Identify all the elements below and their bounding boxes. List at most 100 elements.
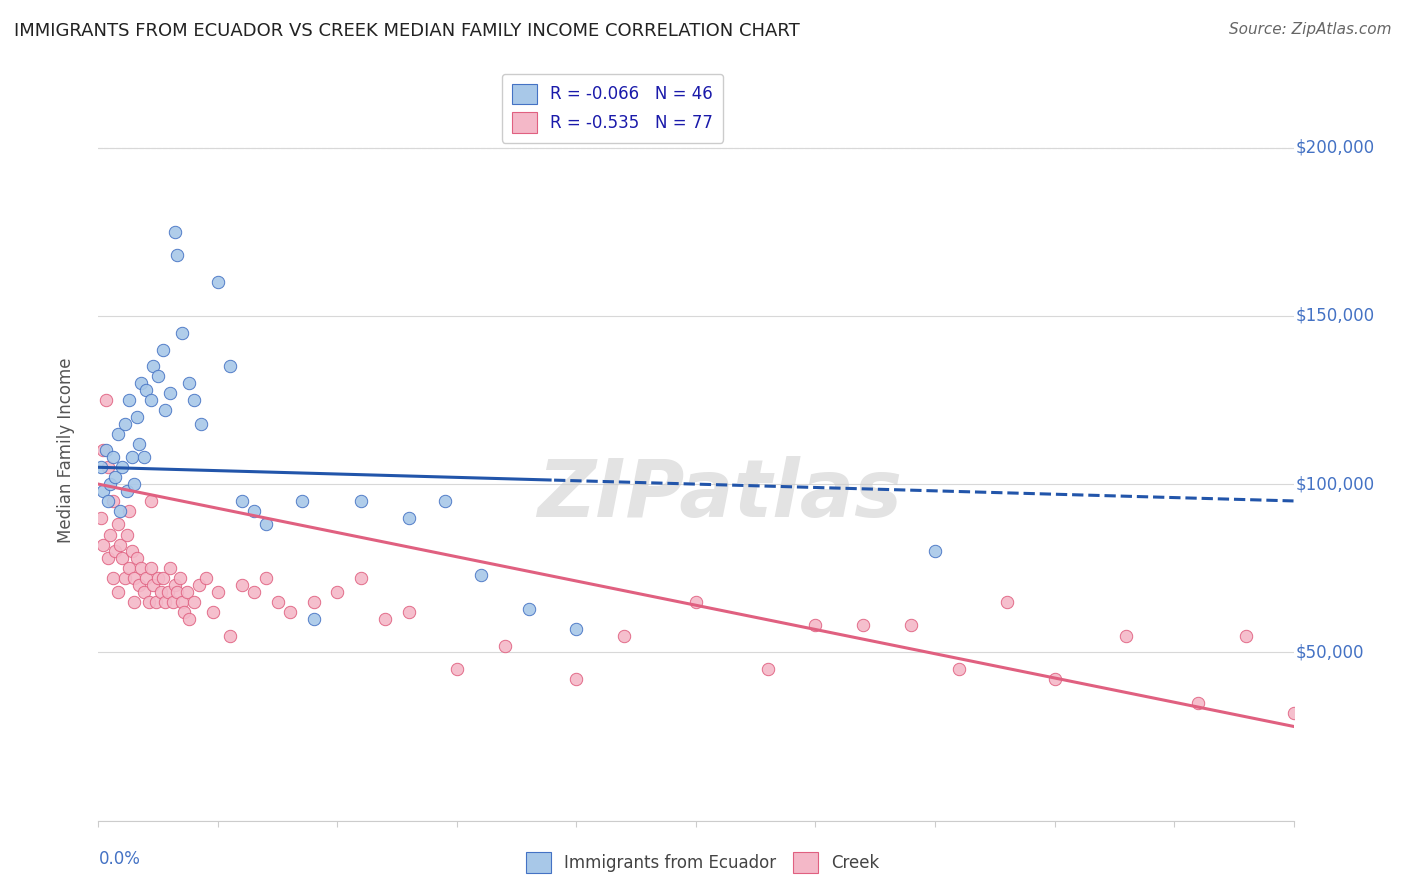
Point xyxy=(187,578,209,592)
Point xyxy=(159,386,181,401)
Point xyxy=(243,584,266,599)
Point xyxy=(139,561,162,575)
Point xyxy=(565,673,588,687)
Point xyxy=(155,595,177,609)
Point xyxy=(152,571,174,585)
Point xyxy=(231,578,253,592)
Point xyxy=(114,571,136,585)
Text: Source: ZipAtlas.com: Source: ZipAtlas.com xyxy=(1229,22,1392,37)
Point xyxy=(135,571,157,585)
Point xyxy=(121,544,143,558)
Point xyxy=(132,450,155,465)
Point xyxy=(156,584,179,599)
Point xyxy=(138,595,160,609)
Point xyxy=(190,417,212,431)
Point xyxy=(91,538,114,552)
Point xyxy=(434,494,457,508)
Point xyxy=(101,494,124,508)
Point xyxy=(756,662,779,676)
Point xyxy=(374,612,396,626)
Point xyxy=(124,595,146,609)
Point xyxy=(114,417,136,431)
Point xyxy=(350,494,373,508)
Point xyxy=(398,510,420,524)
Point xyxy=(139,494,162,508)
Point xyxy=(1115,628,1137,642)
Point xyxy=(398,605,420,619)
Point xyxy=(1282,706,1305,720)
Point xyxy=(219,359,242,374)
Point xyxy=(924,544,946,558)
Point xyxy=(132,584,155,599)
Point xyxy=(135,383,157,397)
Point xyxy=(91,443,114,458)
Point xyxy=(685,595,707,609)
Point xyxy=(202,605,225,619)
Point xyxy=(162,595,184,609)
Point xyxy=(219,628,242,642)
Point xyxy=(159,561,181,575)
Point xyxy=(90,510,112,524)
Point xyxy=(131,376,153,391)
Point xyxy=(111,460,134,475)
Point xyxy=(97,551,120,566)
Point xyxy=(172,595,194,609)
Point xyxy=(131,561,153,575)
Point xyxy=(115,483,138,498)
Point xyxy=(104,470,127,484)
Point xyxy=(148,369,170,384)
Point xyxy=(302,612,325,626)
Point xyxy=(118,561,141,575)
Point xyxy=(163,578,186,592)
Point xyxy=(118,504,141,518)
Point xyxy=(149,584,172,599)
Point xyxy=(267,595,290,609)
Point xyxy=(125,409,148,424)
Point xyxy=(166,584,188,599)
Point xyxy=(98,477,122,491)
Point xyxy=(128,578,150,592)
Point xyxy=(254,517,277,532)
Point xyxy=(152,343,174,357)
Point xyxy=(183,595,205,609)
Point xyxy=(948,662,970,676)
Point xyxy=(243,504,266,518)
Point xyxy=(125,551,148,566)
Point xyxy=(107,584,129,599)
Text: ZIPatlas: ZIPatlas xyxy=(537,456,903,534)
Point xyxy=(101,571,124,585)
Point xyxy=(90,460,112,475)
Point xyxy=(350,571,373,585)
Point xyxy=(94,392,117,407)
Point xyxy=(254,571,277,585)
Point xyxy=(121,450,143,465)
Point xyxy=(494,639,516,653)
Point xyxy=(173,605,195,619)
Point xyxy=(91,483,114,498)
Point xyxy=(128,436,150,450)
Y-axis label: Median Family Income: Median Family Income xyxy=(56,358,75,543)
Point xyxy=(326,584,349,599)
Point xyxy=(97,494,120,508)
Legend: R = -0.066   N = 46, R = -0.535   N = 77: R = -0.066 N = 46, R = -0.535 N = 77 xyxy=(502,74,723,143)
Point xyxy=(124,571,146,585)
Point xyxy=(565,622,588,636)
Point xyxy=(231,494,253,508)
Point xyxy=(613,628,636,642)
Point xyxy=(124,477,146,491)
Point xyxy=(470,568,492,582)
Point xyxy=(1043,673,1066,687)
Point xyxy=(169,571,191,585)
Point xyxy=(145,595,167,609)
Point xyxy=(291,494,314,508)
Point xyxy=(142,359,165,374)
Point xyxy=(155,403,177,417)
Point xyxy=(108,538,131,552)
Point xyxy=(995,595,1018,609)
Point xyxy=(111,551,134,566)
Point xyxy=(1187,696,1209,710)
Text: IMMIGRANTS FROM ECUADOR VS CREEK MEDIAN FAMILY INCOME CORRELATION CHART: IMMIGRANTS FROM ECUADOR VS CREEK MEDIAN … xyxy=(14,22,800,40)
Point xyxy=(94,443,117,458)
Point xyxy=(98,527,122,541)
Point xyxy=(179,612,201,626)
